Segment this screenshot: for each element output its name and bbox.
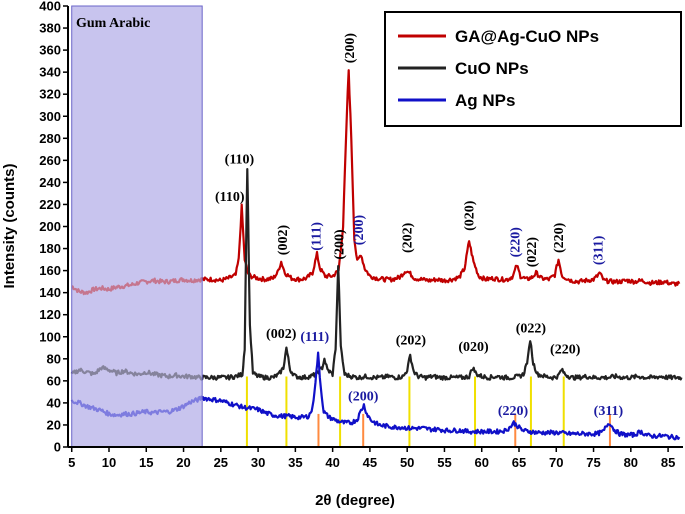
x-tick-label-5: 5 [68, 455, 75, 470]
y-tick-label-80: 80 [47, 351, 61, 366]
y-tick-label-220: 220 [39, 197, 61, 212]
x-tick-label-80: 80 [624, 455, 638, 470]
x-axis-title: 2θ (degree) [315, 492, 395, 509]
y-tick-label-140: 140 [39, 285, 61, 300]
x-tick-label-55: 55 [437, 455, 451, 470]
y-tick-label-400: 400 [39, 0, 61, 14]
x-tick-label-25: 25 [214, 455, 228, 470]
peak-label-21: (311) [594, 404, 624, 419]
x-tick-label-35: 35 [288, 455, 302, 470]
x-tick-label-75: 75 [586, 455, 600, 470]
legend-entry-ga-ag-cuo: GA@Ag-CuO NPs [455, 27, 599, 46]
y-tick-label-180: 180 [39, 241, 61, 256]
y-tick-label-320: 320 [39, 87, 61, 102]
y-tick-label-200: 200 [39, 219, 61, 234]
x-tick-label-45: 45 [363, 455, 377, 470]
x-tick-label-15: 15 [139, 455, 153, 470]
x-tick-label-85: 85 [661, 455, 675, 470]
y-tick-label-260: 260 [39, 153, 61, 168]
peak-label-15: (202) [396, 333, 427, 348]
y-tick-label-360: 360 [39, 43, 61, 58]
x-tick-label-50: 50 [400, 455, 414, 470]
peak-label-14: (111) [300, 330, 329, 345]
y-tick-label-280: 280 [39, 131, 61, 146]
peak-label-7: (202) [400, 222, 415, 253]
legend-entry-cuo: CuO NPs [455, 59, 529, 78]
y-tick-label-40: 40 [47, 395, 61, 410]
y-tick-label-0: 0 [54, 440, 61, 455]
peak-label-12: (311) [591, 235, 606, 265]
y-tick-label-120: 120 [39, 307, 61, 322]
y-tick-label-340: 340 [39, 65, 61, 80]
legend: GA@Ag-CuO NPs CuO NPs Ag NPs [384, 11, 682, 127]
peak-label-16: (020) [458, 340, 489, 355]
peak-label-10: (022) [525, 237, 540, 268]
peak-label-8: (020) [462, 200, 477, 231]
peak-label-20: (220) [498, 404, 529, 419]
peak-label-0: (110) [215, 190, 245, 205]
peak-label-4: (200) [333, 229, 348, 260]
x-tick-label-70: 70 [549, 455, 563, 470]
y-axis-title: Intensity (counts) [1, 163, 18, 288]
y-tick-label-380: 380 [39, 21, 61, 36]
peak-label-18: (220) [550, 342, 581, 357]
x-tick-label-60: 60 [474, 455, 488, 470]
x-tick-label-65: 65 [512, 455, 526, 470]
y-tick-label-20: 20 [47, 417, 61, 432]
peak-label-5: (200) [352, 215, 367, 246]
y-tick-label-160: 160 [39, 263, 61, 278]
y-tick-label-240: 240 [39, 175, 61, 190]
peak-label-11: (220) [552, 222, 567, 253]
legend-entry-ag: Ag NPs [455, 91, 515, 110]
gum-arabic-label: Gum Arabic [76, 16, 150, 31]
peak-label-1: (110) [225, 153, 255, 168]
peak-label-17: (022) [516, 321, 547, 336]
peak-label-3: (111) [310, 222, 325, 251]
x-tick-label-40: 40 [325, 455, 339, 470]
y-tick-label-60: 60 [47, 373, 61, 388]
y-tick-label-100: 100 [39, 329, 61, 344]
gum-arabic-region-overlay [71, 5, 203, 448]
y-tick-label-300: 300 [39, 109, 61, 124]
x-tick-label-10: 10 [102, 455, 116, 470]
peak-label-2: (002) [276, 225, 291, 256]
peak-label-9: (220) [509, 227, 524, 258]
peak-label-13: (002) [266, 327, 297, 342]
peak-label-6: (200) [343, 33, 358, 64]
x-tick-label-20: 20 [176, 455, 190, 470]
x-tick-label-30: 30 [251, 455, 265, 470]
peak-label-19: (200) [348, 390, 379, 405]
